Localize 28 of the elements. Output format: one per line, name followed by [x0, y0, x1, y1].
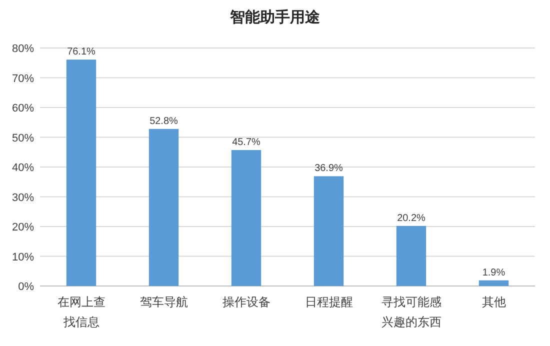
x-tick-label: 在网上查找信息 [57, 295, 106, 329]
data-label: 76.1% [67, 46, 96, 58]
chart-title: 智能助手用途 [229, 9, 321, 26]
y-tick-label: 50% [12, 132, 34, 144]
y-tick-label: 30% [12, 192, 34, 204]
y-tick-label: 70% [12, 72, 34, 85]
data-label: 36.9% [314, 163, 344, 174]
y-tick-label: 40% [12, 162, 34, 174]
bar [314, 176, 344, 286]
y-tick-label: 10% [12, 251, 34, 264]
data-label: 20.2% [397, 212, 426, 224]
x-tick-label: 驾车导航 [140, 295, 188, 309]
y-tick-label: 0% [18, 281, 34, 293]
y-tick-label: 20% [12, 222, 34, 234]
bar [478, 280, 509, 286]
data-label: 52.8% [150, 116, 178, 127]
y-tick-label: 60% [12, 102, 34, 114]
bar [148, 128, 179, 286]
bar [396, 226, 426, 286]
data-label: 45.7% [232, 137, 261, 148]
x-tick-label: 其他 [482, 295, 506, 309]
data-label: 1.9% [482, 267, 506, 278]
x-tick-label: 日程提醒 [304, 295, 353, 309]
x-tick-label: 寻找可能感兴趣的东西 [381, 295, 442, 329]
x-tick-label: 操作设备 [222, 295, 270, 309]
bar [231, 150, 262, 286]
bar [66, 60, 96, 286]
y-tick-label: 80% [12, 43, 34, 55]
